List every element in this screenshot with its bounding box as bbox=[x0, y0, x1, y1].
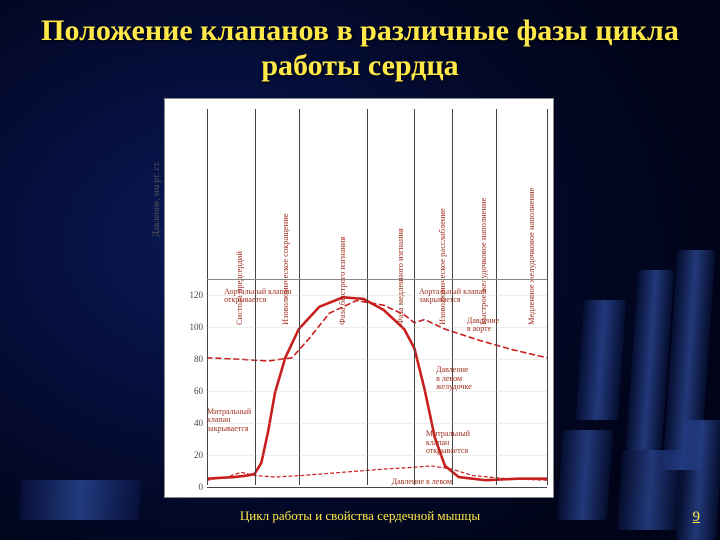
ytick-label: 120 bbox=[179, 290, 203, 300]
chart-annotation: Давлениев аорте bbox=[467, 317, 499, 334]
ytick-label: 80 bbox=[179, 354, 203, 364]
chart-annotation: Аортальный клапаноткрывается bbox=[224, 288, 292, 305]
chart-annotation: Давлениев левомжелудочке bbox=[436, 366, 472, 391]
ytick-label: 0 bbox=[179, 482, 203, 492]
phase-label: Фаза медленного изгнания bbox=[395, 145, 405, 325]
ytick-label: 60 bbox=[179, 386, 203, 396]
page-number: 9 bbox=[693, 509, 701, 526]
phase-divider bbox=[414, 109, 415, 485]
chart-annotation: Митральныйклапанзакрывается bbox=[207, 408, 251, 433]
slide-title: Положение клапанов в различные фазы цикл… bbox=[0, 14, 720, 83]
chart-annotation: Давление в левом bbox=[392, 478, 452, 486]
phase-label: Медленное желудочковое наполнение bbox=[526, 145, 536, 325]
chart-annotation: Аортальный клапанзакрывается bbox=[419, 288, 487, 305]
slide-footer: Цикл работы и свойства сердечной мышцы bbox=[0, 508, 720, 524]
gridline bbox=[207, 455, 547, 456]
phase-divider bbox=[547, 109, 548, 485]
phase-divider bbox=[367, 109, 368, 485]
gridline bbox=[207, 359, 547, 360]
ytick-label: 100 bbox=[179, 322, 203, 332]
cardiac-cycle-chart: Давление, мм рт. ст. Систола предсердийИ… bbox=[164, 98, 554, 498]
gridline bbox=[207, 423, 547, 424]
phase-divider bbox=[299, 109, 300, 485]
gridline bbox=[207, 391, 547, 392]
y-axis-label: Давление, мм рт. ст. bbox=[151, 99, 161, 299]
ytick-label: 40 bbox=[179, 418, 203, 428]
plot-area: Систола предсердийИзоволюмическое сокращ… bbox=[207, 109, 547, 485]
chart-annotation: Митральныйклапаноткрывается bbox=[426, 430, 470, 455]
phase-label: Фаза быстрого изгнания bbox=[337, 145, 347, 325]
ytick-label: 20 bbox=[179, 450, 203, 460]
phase-divider bbox=[496, 109, 497, 485]
